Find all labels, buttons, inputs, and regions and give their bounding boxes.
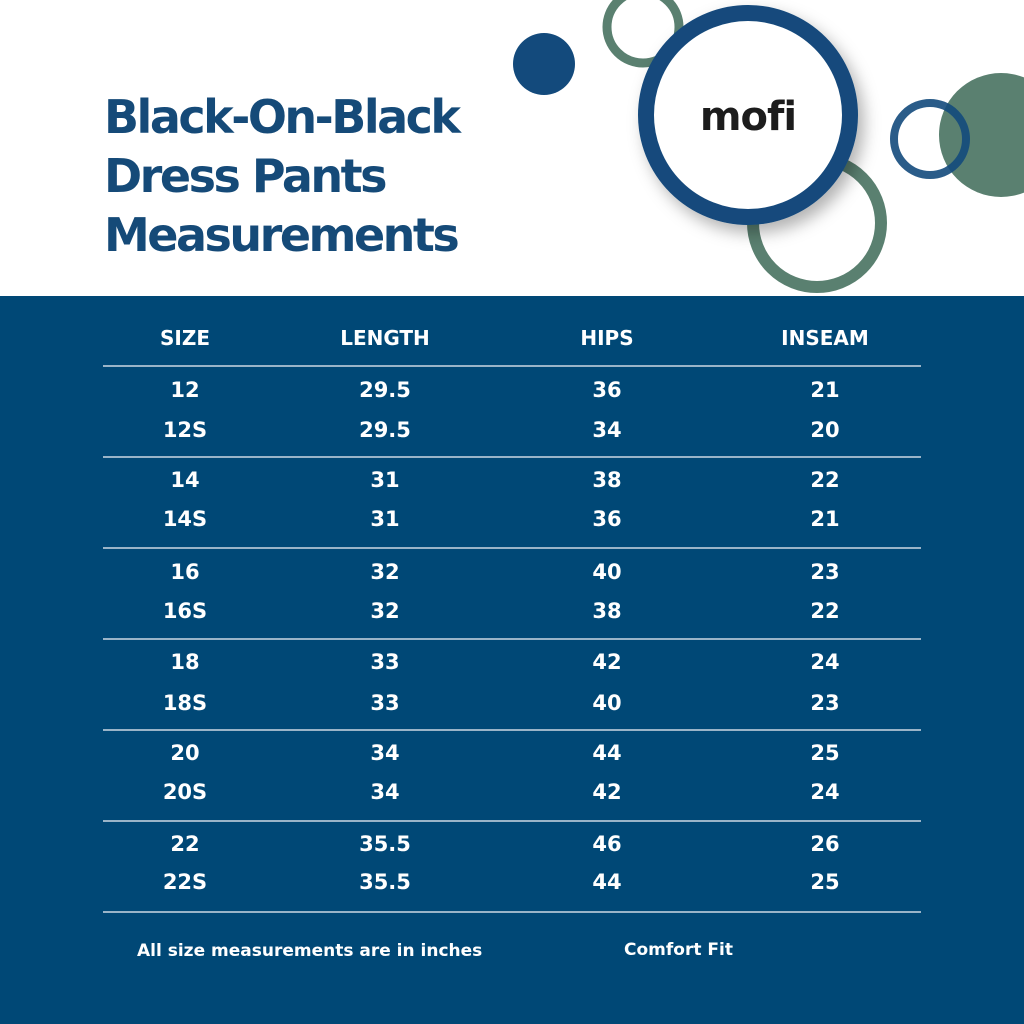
cell-size: 12 [170,378,200,402]
cell-hips: 38 [592,599,622,623]
row-divider [103,820,921,822]
cell-inseam: 20 [810,418,840,442]
row-divider [103,365,921,367]
cell-size: 14S [162,507,208,531]
navy-ring-small [890,99,970,179]
row-divider [103,729,921,731]
mofi-logo: mofi [699,94,797,140]
cell-hips: 42 [592,780,622,804]
navy-dot [513,33,575,95]
title-line-1: Black-On-Black [104,90,461,144]
measurements-panel [0,296,1024,1024]
cell-hips: 44 [592,741,622,765]
cell-inseam: 24 [810,650,840,674]
cell-inseam: 24 [810,780,840,804]
cell-length: 31 [370,507,400,531]
cell-hips: 36 [592,378,622,402]
cell-hips: 40 [592,691,622,715]
cell-hips: 36 [592,507,622,531]
page-title: Black-On-Black Dress Pants Measurements [104,88,461,265]
cell-length: 35.5 [359,870,411,894]
decorative-circles [513,0,1024,293]
cell-length: 29.5 [359,418,411,442]
cell-hips: 40 [592,560,622,584]
cell-size: 22 [170,832,200,856]
cell-inseam: 22 [810,599,840,623]
cell-length: 32 [370,560,400,584]
cell-hips: 42 [592,650,622,674]
row-divider [103,911,921,913]
cell-size: 16S [162,599,208,623]
cell-length: 31 [370,468,400,492]
cell-length: 32 [370,599,400,623]
header-inseam: INSEAM [781,326,869,350]
cell-inseam: 21 [810,507,840,531]
title-line-2: Dress Pants [104,149,387,203]
header-size: SIZE [159,326,210,350]
logo-ring [638,5,858,225]
row-divider [103,456,921,458]
cell-hips: 34 [592,418,622,442]
header-hips: HIPS [580,326,634,350]
row-divider [103,638,921,640]
cell-size: 18S [162,691,208,715]
cell-length: 34 [370,780,400,804]
cell-size: 20 [170,741,200,765]
cell-hips: 44 [592,870,622,894]
cell-size: 20S [162,780,208,804]
title-line-3: Measurements [104,208,460,262]
cell-inseam: 23 [810,560,840,584]
cell-inseam: 25 [810,870,840,894]
cell-inseam: 22 [810,468,840,492]
cell-length: 34 [370,741,400,765]
cell-inseam: 25 [810,741,840,765]
cell-inseam: 23 [810,691,840,715]
cell-inseam: 26 [810,832,840,856]
cell-length: 29.5 [359,378,411,402]
cell-length: 33 [370,650,400,674]
cell-size: 12S [162,418,208,442]
header-length: LENGTH [340,326,430,350]
green-ring-top [602,0,684,68]
units-note: All size measurements are in inches [137,941,483,961]
cell-hips: 46 [592,832,622,856]
cell-size: 16 [170,560,200,584]
cell-hips: 38 [592,468,622,492]
cell-size: 18 [170,650,200,674]
row-divider [103,547,921,549]
cell-size: 14 [170,468,200,492]
cell-size: 22S [162,870,208,894]
green-dot [939,73,1024,197]
cell-inseam: 21 [810,378,840,402]
cell-length: 35.5 [359,832,411,856]
fit-label: Comfort Fit [624,940,733,960]
cell-length: 33 [370,691,400,715]
